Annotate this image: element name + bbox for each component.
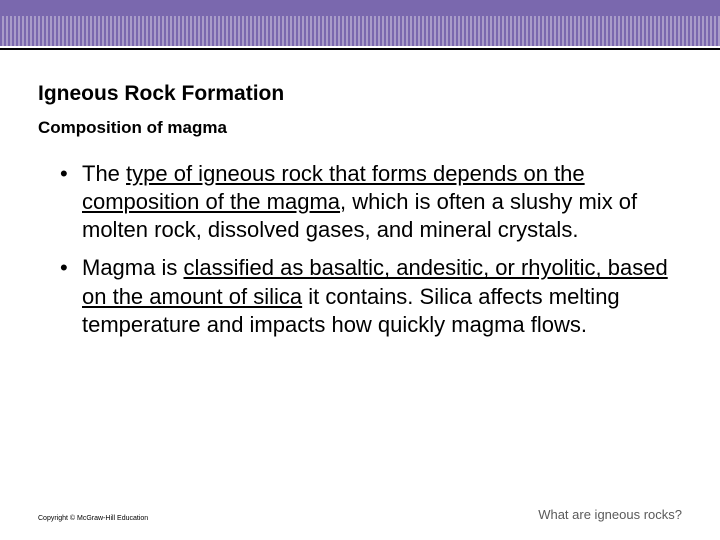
list-item: Magma is classified as basaltic, andesit…	[60, 254, 682, 338]
bullet-list: The type of igneous rock that forms depe…	[38, 160, 682, 339]
list-item: The type of igneous rock that forms depe…	[60, 160, 682, 244]
copyright-text: Copyright © McGraw-Hill Education	[38, 515, 148, 522]
section-title: Igneous Rock Formation	[38, 82, 682, 106]
footer: Copyright © McGraw-Hill Education What a…	[0, 507, 720, 522]
header-rule	[0, 48, 720, 50]
bullet-text-plain: Magma is	[82, 255, 183, 280]
slide-content: Igneous Rock Formation Composition of ma…	[0, 46, 720, 339]
header-band	[0, 0, 720, 46]
bullet-text-plain: The	[82, 161, 126, 186]
sub-title: Composition of magma	[38, 118, 682, 138]
footer-question: What are igneous rocks?	[538, 507, 682, 522]
